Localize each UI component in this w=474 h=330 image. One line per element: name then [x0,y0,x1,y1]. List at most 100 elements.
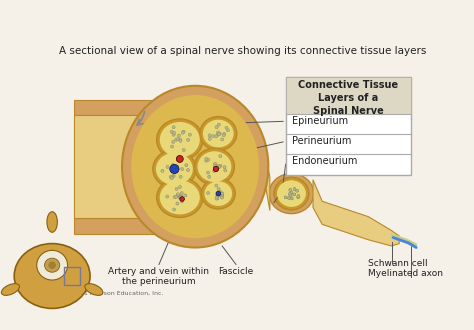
Ellipse shape [160,181,200,214]
Circle shape [173,131,175,134]
Circle shape [211,135,215,138]
Text: A sectional view of a spinal nerve showing its connective tissue layers: A sectional view of a spinal nerve showi… [59,46,427,56]
Circle shape [289,188,292,191]
Circle shape [178,196,181,199]
Circle shape [216,195,219,198]
Circle shape [293,193,296,196]
Circle shape [224,169,227,172]
Circle shape [216,134,219,137]
Circle shape [222,134,225,137]
Circle shape [207,158,210,161]
Circle shape [171,145,173,148]
Text: Schwann cell: Schwann cell [368,259,428,268]
Circle shape [173,167,176,170]
Ellipse shape [160,122,200,157]
Circle shape [173,167,176,170]
Ellipse shape [156,153,193,185]
Circle shape [219,194,222,197]
Circle shape [208,137,211,140]
Text: Endoneurium: Endoneurium [292,156,357,166]
Circle shape [169,176,172,179]
Ellipse shape [47,212,57,232]
Ellipse shape [200,116,237,150]
Circle shape [219,154,222,158]
Ellipse shape [14,244,90,309]
Circle shape [218,132,221,135]
Circle shape [173,165,176,168]
Circle shape [288,197,291,199]
Circle shape [178,196,182,199]
Circle shape [293,188,296,190]
Circle shape [219,191,222,194]
Polygon shape [74,218,195,234]
Polygon shape [74,115,195,218]
Circle shape [217,123,220,126]
Circle shape [188,133,191,136]
Circle shape [172,126,175,129]
Circle shape [293,193,296,196]
Text: Epineurium: Epineurium [292,116,348,126]
Circle shape [290,191,293,194]
Circle shape [181,168,184,171]
Circle shape [213,166,219,172]
Circle shape [218,165,221,168]
Ellipse shape [277,181,306,207]
Circle shape [291,197,293,200]
Circle shape [221,192,224,195]
Text: Fascicle: Fascicle [219,267,254,276]
Circle shape [172,163,174,166]
Circle shape [220,196,224,199]
Circle shape [185,164,188,167]
Ellipse shape [131,95,259,238]
Circle shape [172,140,175,144]
Circle shape [217,187,220,191]
Ellipse shape [277,181,306,207]
Circle shape [187,138,190,142]
Circle shape [288,193,291,195]
Ellipse shape [1,283,19,295]
Circle shape [297,196,300,199]
Circle shape [213,169,216,173]
Circle shape [225,126,228,129]
Circle shape [213,164,216,167]
Circle shape [289,195,292,197]
Circle shape [208,175,211,178]
Circle shape [175,195,178,198]
FancyBboxPatch shape [286,77,411,114]
Circle shape [218,191,221,194]
Circle shape [291,197,293,200]
Circle shape [172,174,175,177]
Circle shape [174,138,178,141]
Circle shape [215,184,218,187]
Circle shape [171,175,174,178]
Circle shape [297,196,300,199]
Circle shape [177,134,181,137]
Ellipse shape [85,283,103,295]
Circle shape [289,195,292,197]
Ellipse shape [201,178,235,209]
Circle shape [173,208,175,211]
Ellipse shape [274,178,309,210]
Circle shape [289,188,292,191]
Circle shape [217,131,219,134]
Circle shape [205,159,208,162]
Circle shape [166,195,169,198]
Circle shape [170,164,179,174]
Ellipse shape [274,178,309,210]
Circle shape [218,190,220,193]
Text: Myelinated axon: Myelinated axon [368,269,444,278]
Circle shape [161,169,164,172]
Circle shape [220,193,224,196]
Circle shape [221,138,224,141]
Circle shape [182,148,185,151]
Circle shape [297,195,300,197]
Circle shape [180,195,182,198]
Polygon shape [264,153,270,211]
Circle shape [296,189,299,192]
Circle shape [219,164,222,167]
Circle shape [218,133,220,136]
Circle shape [223,166,226,169]
Circle shape [179,175,182,178]
Ellipse shape [204,181,232,206]
Circle shape [217,192,220,195]
